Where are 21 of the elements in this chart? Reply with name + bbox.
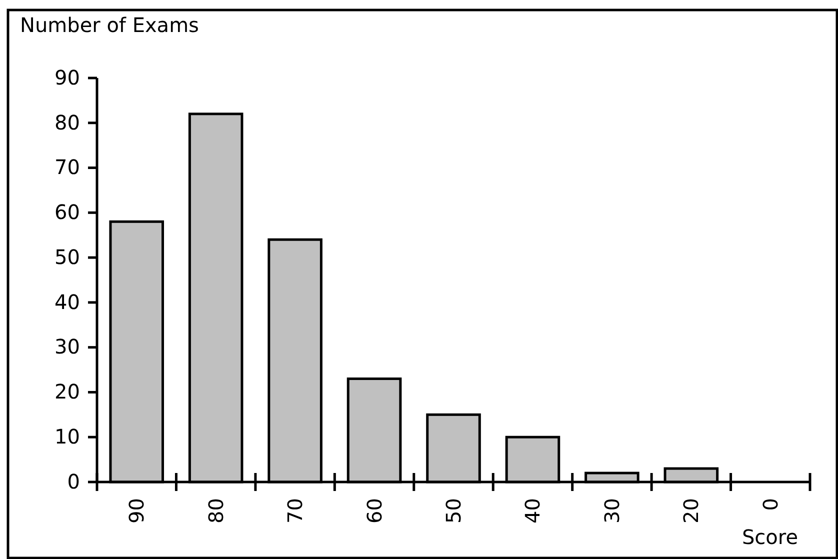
y-tick-label: 50 — [54, 244, 80, 269]
y-tick-label: 70 — [54, 155, 80, 180]
y-tick-label: 20 — [54, 380, 80, 404]
y-tick-label: 10 — [54, 424, 80, 449]
y-axis-title: Number of Exams — [20, 13, 199, 37]
x-tick-label: 80 — [204, 498, 228, 524]
y-tick-label: 30 — [54, 334, 80, 359]
x-axis-title: Score — [742, 525, 798, 549]
x-tick-label: 0 — [758, 498, 782, 511]
y-tick-label: 90 — [54, 65, 80, 90]
x-tick-label: 40 — [520, 498, 545, 524]
y-tick-label: 80 — [54, 110, 80, 134]
y-tick-label: 0 — [67, 469, 80, 494]
y-tick-label: 60 — [54, 200, 80, 224]
y-tick-label: 40 — [54, 290, 80, 314]
x-tick-label: 70 — [283, 498, 308, 524]
x-tick-label: 90 — [124, 498, 149, 524]
x-tick-label: 20 — [679, 498, 704, 524]
x-tick-label: 30 — [600, 498, 624, 524]
x-tick-label: 60 — [362, 498, 386, 524]
x-tick-label: 50 — [442, 498, 466, 524]
